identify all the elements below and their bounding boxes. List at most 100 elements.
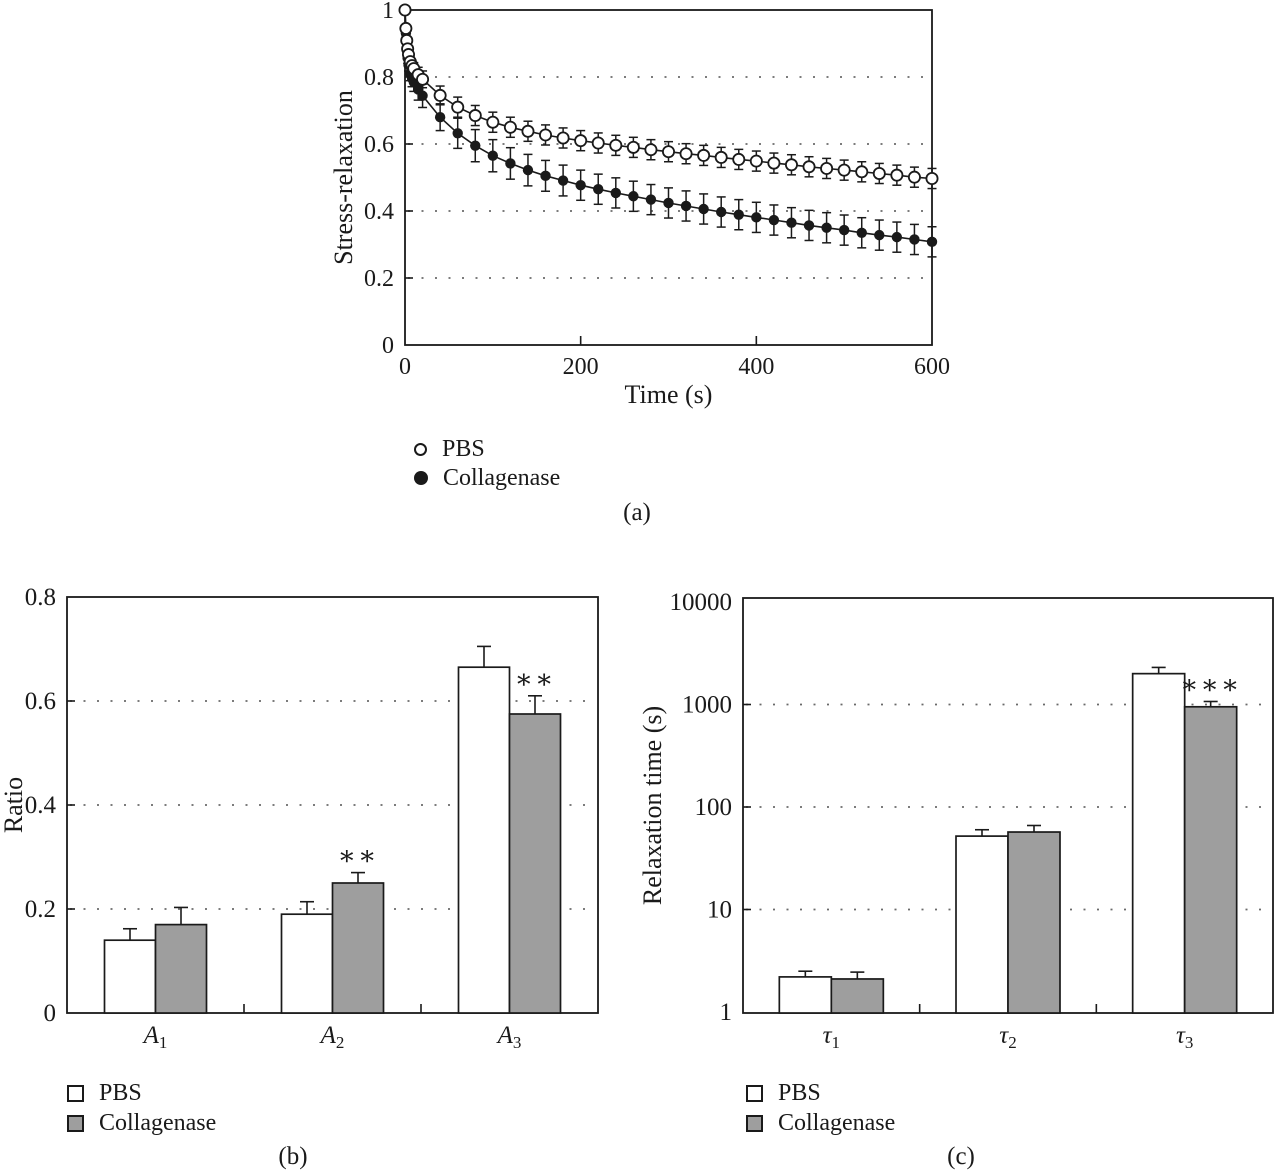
y-tick-label: 0.6: [364, 132, 394, 158]
marker-open-circle: [890, 168, 904, 182]
y-tick-label: 0.8: [25, 584, 56, 611]
marker-filled-circle: [874, 229, 885, 241]
bar-pbs-2: [280, 913, 334, 1014]
y-axis-label: Ratio: [0, 777, 28, 833]
marker-open-circle: [626, 140, 640, 154]
bar-pbs-3: [457, 666, 511, 1014]
y-tick-label: 100: [695, 794, 733, 821]
marker-filled-circle: [557, 175, 569, 186]
marker-filled-circle: [786, 217, 797, 228]
bar-pbs-3: [1131, 672, 1186, 1014]
marker-open-circle: [468, 109, 482, 123]
marker-filled-circle: [926, 236, 938, 248]
collagenase-filled-circle-icon: [414, 471, 428, 485]
marker-open-circle: [784, 158, 798, 172]
collagenase-gray-square-icon: [67, 1114, 84, 1132]
marker-filled-circle: [610, 187, 621, 199]
y-tick-label: 0: [44, 1000, 57, 1027]
y-tick-label: 0: [382, 333, 394, 359]
marker-open-circle: [767, 156, 781, 170]
bar-collagenase-2: [331, 882, 385, 1014]
legend-c: PBS Collagenase: [746, 1081, 895, 1135]
chart-a-grid: [408, 76, 929, 279]
y-tick-label: 0.2: [364, 266, 394, 292]
marker-open-circle: [855, 165, 869, 179]
marker-open-circle: [486, 115, 500, 129]
category-label: A1: [142, 1022, 168, 1052]
bar-collagenase-3: [508, 713, 562, 1014]
category-label: τ2: [999, 1022, 1016, 1052]
bar-collagenase-1: [154, 923, 208, 1014]
legend-b: PBS Collagenase: [67, 1081, 216, 1135]
legend-a-item-pbs: PBS: [414, 437, 560, 461]
marker-open-circle: [644, 143, 658, 157]
bar-collagenase-2: [1007, 831, 1061, 1014]
marker-filled-circle: [821, 222, 832, 233]
bar-collagenase-3: [1183, 705, 1238, 1014]
marker-filled-circle: [680, 200, 692, 212]
series-pbs: [398, 3, 939, 190]
chart-a-frame: [404, 9, 933, 346]
marker-filled-circle: [540, 170, 551, 182]
category-label: τ1: [823, 1022, 840, 1052]
legend-b-item-collagenase: Collagenase: [67, 1111, 216, 1135]
y-tick-label: 1000: [682, 692, 732, 719]
pbs-open-circle-icon: [414, 442, 427, 456]
marker-open-circle: [591, 136, 605, 150]
marker-filled-circle: [698, 203, 709, 215]
marker-filled-circle: [575, 180, 586, 191]
y-tick-label: 0.4: [364, 199, 394, 225]
marker-open-circle: [451, 100, 465, 114]
marker-open-circle: [539, 128, 553, 142]
marker-filled-circle: [909, 234, 920, 245]
x-axis-label: Time (s): [625, 380, 713, 409]
y-tick-label: 0.6: [25, 688, 56, 715]
bar-collagenase-1: [830, 978, 885, 1014]
marker-filled-circle: [470, 140, 481, 151]
marker-open-circle: [503, 120, 517, 134]
y-tick-label: 1: [382, 0, 394, 24]
marker-filled-circle: [891, 231, 903, 243]
marker-open-circle: [697, 148, 711, 162]
marker-open-circle: [433, 88, 447, 102]
legend-b-label-collagenase: Collagenase: [99, 1110, 217, 1136]
caption-a: (a): [623, 499, 651, 526]
marker-open-circle: [837, 163, 851, 177]
marker-open-circle: [802, 160, 816, 174]
legend-a-label-collagenase: Collagenase: [443, 465, 561, 491]
marker-filled-circle: [716, 206, 727, 218]
legend-a-item-collagenase: Collagenase: [414, 466, 560, 490]
marker-filled-circle: [663, 197, 674, 209]
marker-open-circle: [925, 172, 939, 186]
marker-filled-circle: [838, 224, 850, 236]
y-tick-label: 10000: [670, 589, 733, 616]
legend-c-item-pbs: PBS: [746, 1081, 895, 1105]
marker-open-circle: [732, 152, 746, 166]
legend-a-label-pbs: PBS: [442, 436, 485, 462]
marker-open-circle: [907, 170, 921, 184]
y-tick-label: 0.2: [25, 896, 56, 923]
x-tick-label: 400: [738, 354, 774, 380]
x-tick-label: 0: [399, 354, 411, 380]
significance-label: ∗∗∗: [1180, 669, 1241, 699]
marker-open-circle: [556, 131, 570, 145]
marker-open-circle: [398, 3, 412, 17]
bar-pbs-2: [955, 835, 1009, 1014]
y-tick-label: 0.8: [364, 65, 394, 91]
pbs-white-square-icon: [67, 1084, 84, 1102]
marker-filled-circle: [417, 90, 428, 101]
marker-filled-circle: [505, 158, 516, 169]
marker-filled-circle: [645, 194, 657, 205]
pbs-white-square-icon: [746, 1084, 763, 1102]
legend-b-label-pbs: PBS: [99, 1080, 142, 1106]
marker-open-circle: [679, 147, 693, 161]
marker-open-circle: [574, 134, 588, 148]
marker-open-circle: [609, 138, 623, 152]
marker-open-circle: [820, 161, 834, 175]
chart-a-stress-relaxation: 0 0.2 0.4 0.6 0.8 1 0 200 400 600 Time (s) Stress-r…: [329, 0, 950, 409]
legend-c-label-collagenase: Collagenase: [778, 1110, 896, 1136]
bar-pbs-1: [103, 939, 157, 1014]
marker-open-circle: [416, 72, 430, 86]
significance-label: ∗∗: [338, 841, 379, 871]
